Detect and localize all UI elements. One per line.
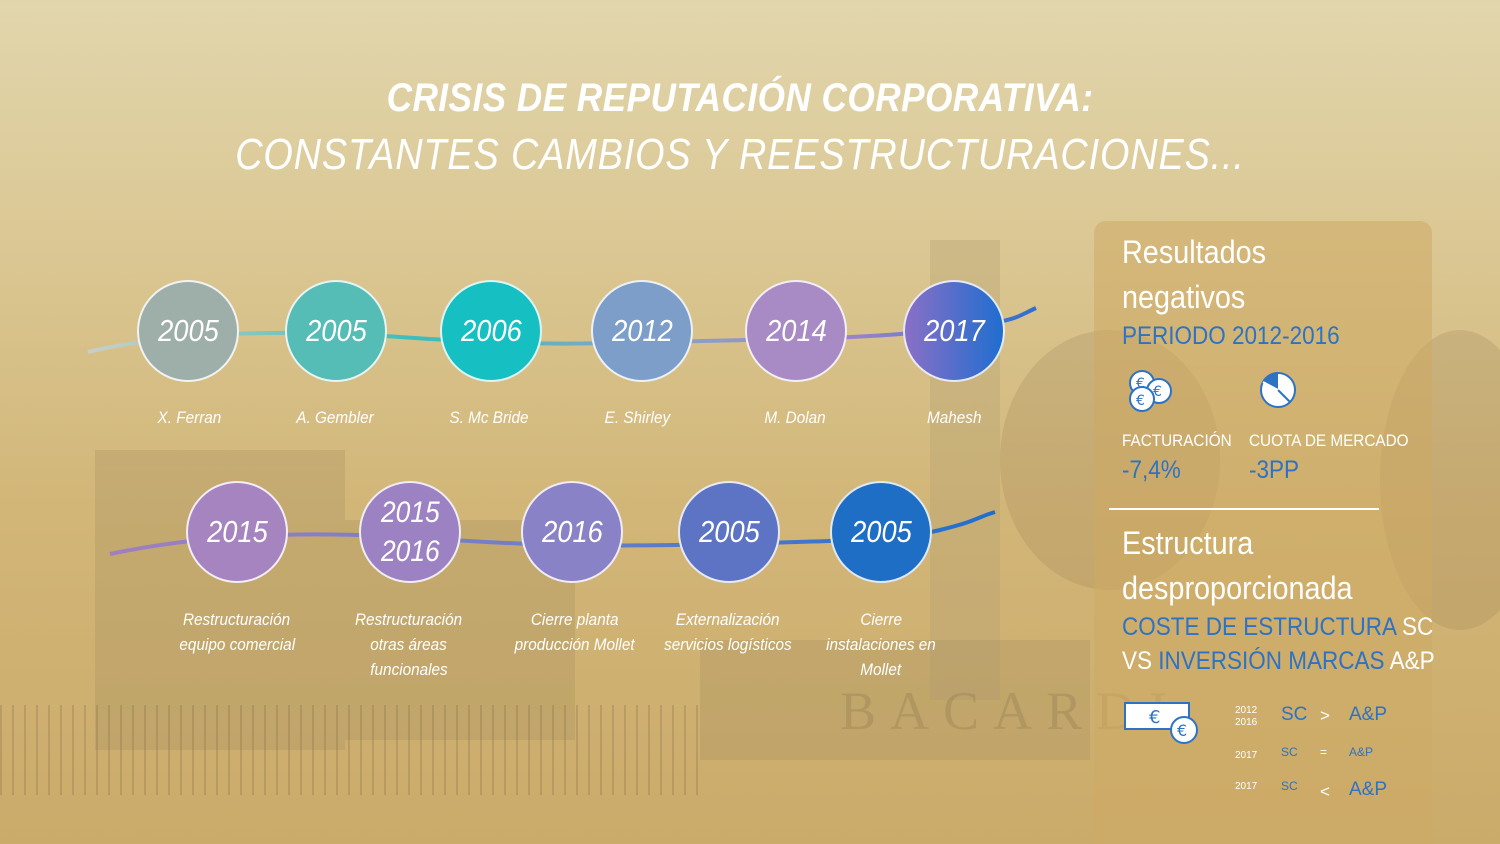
event-node-1: 2015 [186, 481, 288, 583]
euro-coins-icon: € € € [1129, 370, 1172, 412]
event-caption: Cierre instalaciones en Mollet [826, 610, 936, 679]
market-share-value: -3PP [1249, 456, 1300, 484]
node-year: 2005 [698, 513, 760, 549]
comparison-operator: < [1320, 782, 1330, 801]
event-node-3: 2016 [521, 481, 623, 583]
svg-text:€: € [1136, 376, 1145, 392]
revenue-value: -7,4% [1122, 456, 1181, 484]
node-year: 2005 [305, 312, 367, 348]
comparison-right: A&P [1349, 704, 1388, 725]
background-fence [0, 705, 700, 795]
euro-card-icon: € € [1124, 702, 1198, 744]
comparison-year: 2017 [1235, 781, 1258, 792]
node-caption: S. Mc Bride [449, 408, 529, 427]
panel-heading-structure: Estructura desproporcionada [1122, 525, 1353, 606]
event-node-4: 2005 [678, 481, 780, 583]
node-year: 2005 [157, 312, 219, 348]
comparison-right: A&P [1349, 745, 1374, 759]
comparison-operator: = [1320, 745, 1328, 759]
node-year: 2016 [541, 513, 603, 549]
pie-chart-icon [1260, 372, 1296, 408]
comparison-left: SC [1281, 704, 1308, 725]
node-year-2: 2016 [380, 535, 440, 568]
timeline-node-4: 2012 [591, 280, 693, 382]
panel-divider [1109, 508, 1379, 510]
node-year: 2005 [850, 513, 912, 549]
market-share-label: CUOTA DE MERCADO [1249, 431, 1409, 450]
comparison-left: SC [1281, 745, 1298, 759]
node-caption: A. Gembler [296, 408, 374, 427]
event-caption: Cierre planta producción Mollet [515, 610, 635, 654]
event-caption: Externalización servicios logísticos [664, 610, 792, 654]
event-node-5: 2005 [830, 481, 932, 583]
comparison-year: 2017 [1235, 750, 1258, 761]
node-year: 2015 [206, 513, 268, 549]
timeline-node-2: 2005 [285, 280, 387, 382]
comparison-operator: > [1320, 706, 1330, 725]
revenue-label: FACTURACIÓN [1122, 431, 1232, 450]
timeline-node-1: 2005 [137, 280, 239, 382]
page-subtitle: CONSTANTES CAMBIOS Y REESTRUCTURACIONES.… [235, 130, 1245, 179]
svg-text:€: € [1149, 707, 1160, 728]
brand-investment-line: VS INVERSIÓN MARCAS A&P [1122, 647, 1435, 675]
svg-text:€: € [1177, 721, 1187, 740]
event-caption: Restructuración equipo comercial [179, 610, 295, 654]
node-caption: X. Ferran [157, 408, 221, 427]
node-year: 2014 [765, 312, 827, 348]
node-year: 2012 [611, 312, 673, 348]
comparison-year: 2012 2016 [1235, 705, 1258, 728]
svg-text:€: € [1153, 384, 1162, 400]
results-panel [1094, 221, 1432, 844]
node-year: 2015 [380, 496, 440, 529]
timeline-node-6: 2017 [903, 280, 1005, 382]
comparison-left: SC [1281, 779, 1298, 793]
event-caption: Restructuración otras áreas funcionales [355, 610, 463, 679]
background-building [700, 640, 1090, 760]
timeline-node-3: 2006 [440, 280, 542, 382]
svg-text:€: € [1136, 393, 1145, 409]
node-caption: Mahesh [926, 408, 982, 427]
node-caption: E. Shirley [604, 408, 670, 427]
period-label: PERIODO 2012-2016 [1122, 322, 1340, 350]
node-caption: M. Dolan [764, 408, 826, 427]
node-year: 2017 [923, 312, 985, 348]
panel-heading-results: Resultados negativos [1122, 234, 1267, 315]
page-title: CRISIS DE REPUTACIÓN CORPORATIVA: [386, 76, 1094, 120]
structure-cost-line: COSTE DE ESTRUCTURA SC [1122, 613, 1434, 641]
timeline-node-5: 2014 [745, 280, 847, 382]
comparison-right: A&P [1349, 779, 1388, 800]
event-node-2: 2015 2016 [359, 481, 461, 583]
node-year: 2006 [460, 312, 522, 348]
